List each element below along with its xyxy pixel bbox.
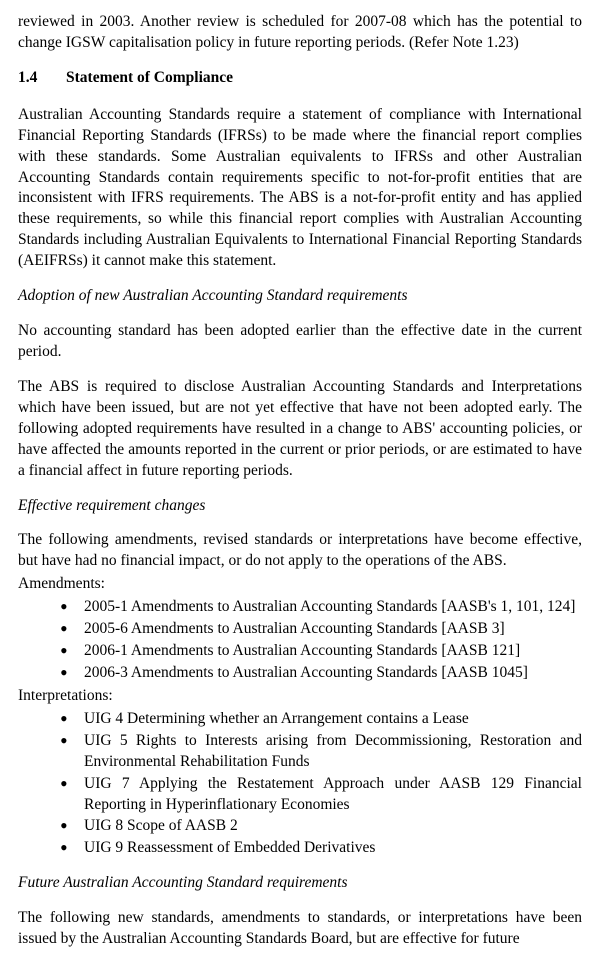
list-item: 2005-1 Amendments to Australian Accounti… [18,597,582,618]
list-item: 2006-1 Amendments to Australian Accounti… [18,641,582,662]
section-title: Statement of Compliance [66,69,233,86]
compliance-paragraph: Australian Accounting Standards require … [18,105,582,272]
future-paragraph: The following new standards, amendments … [18,908,582,950]
section-number: 1.4 [18,68,66,89]
section-heading: 1.4Statement of Compliance [18,68,582,89]
list-item: UIG 5 Rights to Interests arising from D… [18,731,582,773]
future-subheading: Future Australian Accounting Standard re… [18,873,582,894]
list-item: UIG 8 Scope of AASB 2 [18,816,582,837]
adoption-subheading: Adoption of new Australian Accounting St… [18,286,582,307]
adoption-para-1: No accounting standard has been adopted … [18,321,582,363]
list-item: 2005-6 Amendments to Australian Accounti… [18,619,582,640]
interpretations-label: Interpretations: [18,686,582,707]
list-item: UIG 9 Reassessment of Embedded Derivativ… [18,838,582,859]
effective-subheading: Effective requirement changes [18,496,582,517]
effective-paragraph: The following amendments, revised standa… [18,530,582,572]
list-item: 2006-3 Amendments to Australian Accounti… [18,663,582,684]
list-item: UIG 4 Determining whether an Arrangement… [18,709,582,730]
list-item: UIG 7 Applying the Restatement Approach … [18,774,582,816]
intro-paragraph: reviewed in 2003. Another review is sche… [18,12,582,54]
amendments-list: 2005-1 Amendments to Australian Accounti… [18,597,582,684]
interpretations-list: UIG 4 Determining whether an Arrangement… [18,709,582,859]
adoption-para-2: The ABS is required to disclose Australi… [18,377,582,482]
amendments-label: Amendments: [18,574,582,595]
